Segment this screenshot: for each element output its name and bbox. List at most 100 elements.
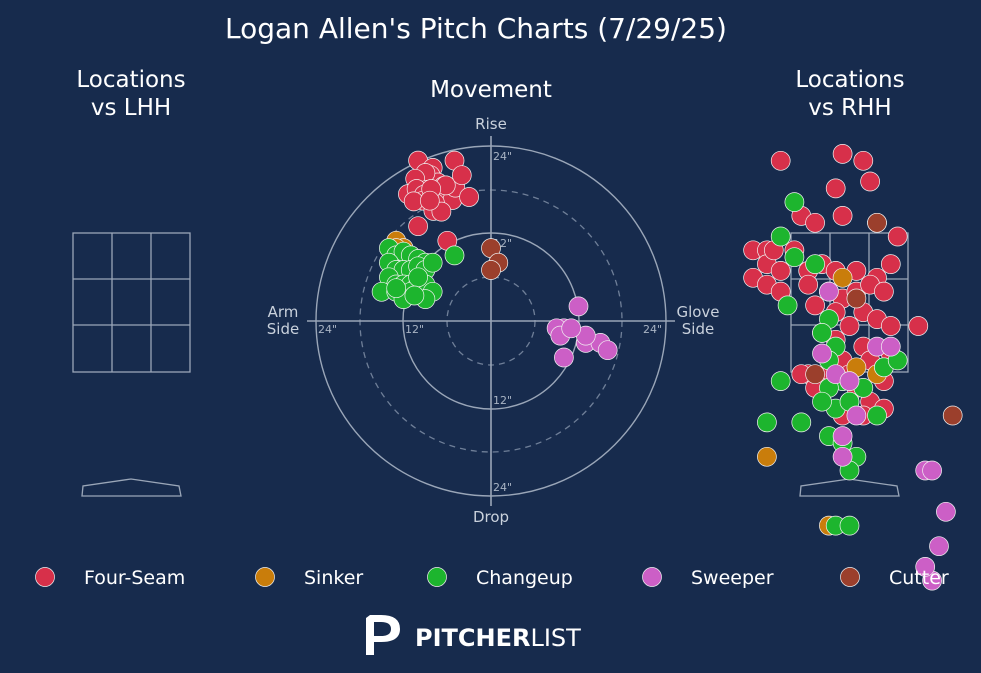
rhh-point-four-seam bbox=[880, 254, 901, 274]
movement-title: Movement bbox=[430, 77, 552, 103]
svg-text:PITCHERLIST: PITCHERLIST bbox=[415, 624, 581, 652]
rhh-point-changeup bbox=[812, 391, 832, 412]
rhh-point-cutter bbox=[846, 288, 867, 309]
legend-label-cutter: Cutter bbox=[889, 567, 949, 589]
movement-point-four-seam bbox=[408, 216, 428, 237]
rhh-point-four-seam bbox=[908, 316, 929, 336]
tick-left-24: 24" bbox=[318, 323, 337, 336]
axis-label-arm-side-1: Arm bbox=[268, 303, 299, 321]
rhh-point-sweeper bbox=[880, 336, 901, 357]
rhh-point-sweeper bbox=[819, 281, 839, 302]
movement-point-changeup bbox=[408, 267, 428, 288]
tick-left-12: 12" bbox=[405, 323, 424, 336]
rhh-point-four-seam bbox=[825, 178, 846, 199]
legend-label-changeup: Changeup bbox=[476, 567, 573, 589]
brand-light: LIST bbox=[530, 624, 581, 652]
rhh-point-sweeper bbox=[846, 405, 867, 426]
rhh-point-sinker bbox=[757, 446, 777, 467]
rhh-point-sweeper bbox=[929, 536, 949, 557]
locations-vs-rhh-panel: Locations vs RHH bbox=[743, 67, 963, 591]
rhh-point-changeup bbox=[812, 323, 832, 343]
tick-bottom-24: 24" bbox=[493, 481, 512, 494]
tick-top-24: 24" bbox=[493, 150, 512, 163]
chart-title: Logan Allen's Pitch Charts (7/29/25) bbox=[225, 12, 727, 45]
rhh-point-changeup bbox=[784, 192, 805, 212]
axis-label-glove-side-1: Glove bbox=[676, 303, 719, 321]
rhh-title-line1: Locations bbox=[795, 67, 904, 93]
legend-marker-changeup bbox=[427, 567, 447, 587]
rhh-point-four-seam bbox=[874, 281, 894, 302]
legend-label-sinker: Sinker bbox=[304, 567, 363, 589]
rhh-point-four-seam bbox=[860, 171, 880, 192]
lhh-home-plate bbox=[81, 478, 182, 497]
rhh-point-four-seam bbox=[839, 316, 860, 336]
movement-point-cutter bbox=[481, 260, 501, 280]
movement-point-sweeper bbox=[561, 318, 582, 339]
tick-right-24: 24" bbox=[643, 323, 662, 336]
movement-point-sweeper bbox=[554, 347, 574, 368]
lhh-title-line2: vs LHH bbox=[91, 95, 171, 121]
movement-points bbox=[371, 150, 618, 368]
rhh-point-sinker bbox=[832, 267, 853, 288]
rhh-point-four-seam bbox=[770, 261, 791, 281]
rhh-point-changeup bbox=[839, 515, 860, 536]
rhh-point-sweeper bbox=[832, 446, 853, 467]
rhh-point-four-seam bbox=[853, 150, 874, 171]
rhh-point-changeup bbox=[770, 371, 791, 391]
axis-label-rise: Rise bbox=[475, 115, 507, 133]
movement-point-four-seam bbox=[459, 187, 479, 207]
rhh-point-changeup bbox=[757, 412, 777, 433]
movement-point-sweeper bbox=[597, 340, 618, 361]
rhh-point-cutter bbox=[867, 212, 887, 233]
movement-point-changeup bbox=[386, 278, 407, 299]
rhh-point-four-seam bbox=[798, 274, 819, 295]
rhh-point-four-seam bbox=[832, 144, 853, 164]
rhh-points bbox=[743, 144, 963, 591]
movement-point-sweeper bbox=[568, 296, 589, 317]
pitcherlist-logo-icon bbox=[366, 615, 400, 655]
rhh-point-four-seam bbox=[770, 150, 791, 171]
rhh-point-cutter bbox=[942, 405, 963, 426]
rhh-point-sweeper bbox=[922, 460, 942, 481]
tick-bottom-12: 12" bbox=[493, 394, 512, 407]
axis-label-glove-side-2: Side bbox=[682, 320, 714, 338]
rhh-point-four-seam bbox=[887, 226, 908, 247]
legend-marker-sweeper bbox=[642, 567, 662, 587]
legend-marker-sinker bbox=[255, 567, 275, 587]
rhh-title-line2: vs RHH bbox=[808, 95, 891, 121]
rhh-home-plate bbox=[799, 478, 900, 497]
rhh-point-four-seam bbox=[805, 295, 825, 316]
brand-bold: PITCHER bbox=[415, 624, 530, 652]
legend-label-sweeper: Sweeper bbox=[691, 567, 774, 589]
legend-marker-cutter bbox=[840, 567, 860, 587]
rhh-point-four-seam bbox=[880, 316, 901, 336]
movement-point-four-seam bbox=[451, 165, 472, 186]
rhh-point-four-seam bbox=[832, 206, 853, 226]
locations-vs-lhh-panel: Locations vs LHH bbox=[72, 67, 191, 497]
rhh-point-four-seam bbox=[805, 212, 825, 233]
legend-marker-four-seam bbox=[35, 567, 55, 587]
rhh-point-sweeper bbox=[915, 557, 936, 577]
rhh-point-changeup bbox=[867, 405, 887, 426]
movement-point-changeup bbox=[444, 245, 465, 266]
rhh-point-changeup bbox=[805, 254, 825, 274]
rhh-point-sweeper bbox=[832, 426, 853, 446]
lhh-title-line1: Locations bbox=[76, 67, 185, 93]
pitcherlist-logo: PITCHERLIST bbox=[366, 615, 581, 655]
movement-grid bbox=[307, 136, 675, 506]
rhh-point-changeup bbox=[770, 226, 791, 247]
rhh-point-changeup bbox=[777, 295, 798, 316]
movement-point-changeup bbox=[404, 285, 425, 306]
movement-panel: Movement Rise Drop Arm Side Glove Side 2… bbox=[267, 77, 720, 526]
axis-label-arm-side-2: Side bbox=[267, 320, 299, 338]
legend: Four-Seam Sinker Changeup Sweeper Cutter bbox=[35, 567, 949, 589]
rhh-point-sweeper bbox=[839, 371, 860, 391]
axis-label-drop: Drop bbox=[473, 508, 509, 526]
rhh-point-changeup bbox=[791, 412, 812, 433]
lhh-strike-zone bbox=[72, 232, 191, 373]
movement-point-four-seam bbox=[419, 190, 440, 211]
movement-point-changeup bbox=[422, 252, 443, 273]
rhh-point-sweeper bbox=[936, 501, 956, 522]
rhh-point-sweeper bbox=[812, 343, 832, 364]
